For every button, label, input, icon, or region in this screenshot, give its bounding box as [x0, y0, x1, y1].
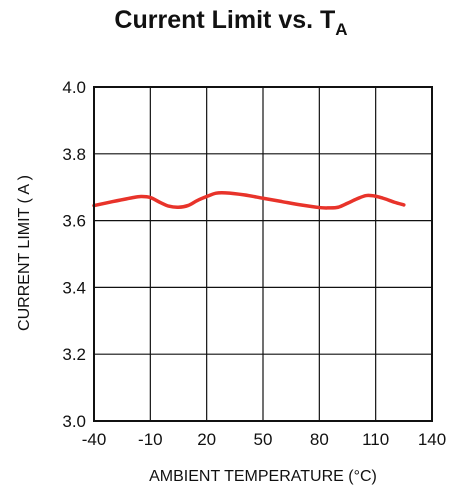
chart-title-main: Current Limit vs. T	[114, 6, 335, 34]
y-tick-label: 4.0	[62, 78, 86, 97]
x-tick-label: -10	[138, 430, 163, 449]
x-tick-label: 50	[254, 430, 273, 449]
y-tick-labels: 3.0 3.2 3.4 3.6 3.8 4.0	[62, 78, 86, 431]
x-tick-label: -40	[82, 430, 107, 449]
y-tick-label: 3.8	[62, 145, 86, 164]
x-tick-labels: -40 -10 20 50 80 110 140	[82, 430, 446, 449]
y-tick-label: 3.2	[62, 345, 86, 364]
y-tick-label: 3.4	[62, 278, 86, 297]
chart-title-subscript: A	[335, 20, 347, 39]
y-axis-label: CURRENT LIMIT ( A )	[16, 175, 33, 331]
grid	[93, 86, 433, 422]
x-axis-label: AMBIENT TEMPERATURE (°C)	[149, 468, 377, 485]
series-layer	[92, 190, 406, 210]
y-tick-label: 3.6	[62, 212, 86, 231]
plot-frame	[93, 86, 433, 422]
y-tick-label: 3.0	[62, 412, 86, 431]
x-tick-label: 110	[362, 430, 389, 449]
x-tick-label: 140	[418, 430, 446, 449]
x-tick-label: 80	[310, 430, 329, 449]
x-tick-label: 20	[197, 430, 216, 449]
chart-title: Current Limit vs. TA	[114, 6, 347, 39]
series-line	[92, 190, 406, 210]
